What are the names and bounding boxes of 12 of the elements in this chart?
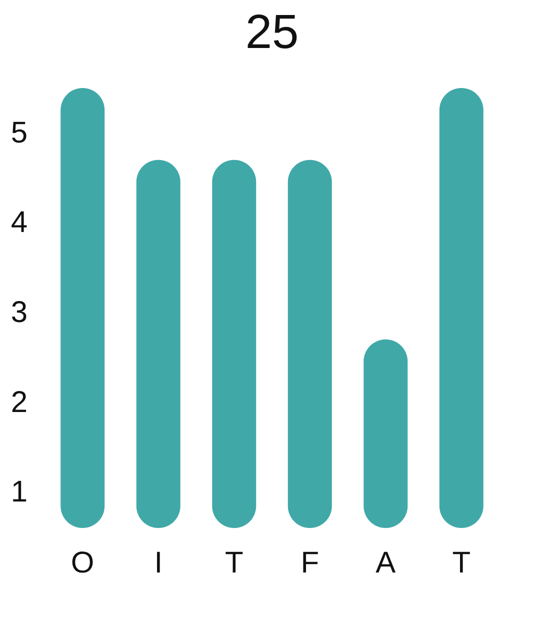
- y-tick-label: 4: [10, 206, 28, 240]
- x-tick-label: I: [154, 546, 163, 580]
- y-tick-label: 2: [10, 386, 28, 419]
- y-tick-label: 1: [10, 476, 28, 509]
- x-tick-label: T: [224, 546, 244, 580]
- x-tick-label: F: [300, 546, 320, 580]
- x-tick-label: O: [70, 546, 94, 580]
- y-tick-label: 5: [10, 116, 28, 150]
- y-tick-label: 3: [10, 296, 28, 329]
- x-tick-label: T: [452, 546, 471, 580]
- chart-title: 25: [245, 6, 299, 59]
- x-tick-label: A: [376, 546, 396, 580]
